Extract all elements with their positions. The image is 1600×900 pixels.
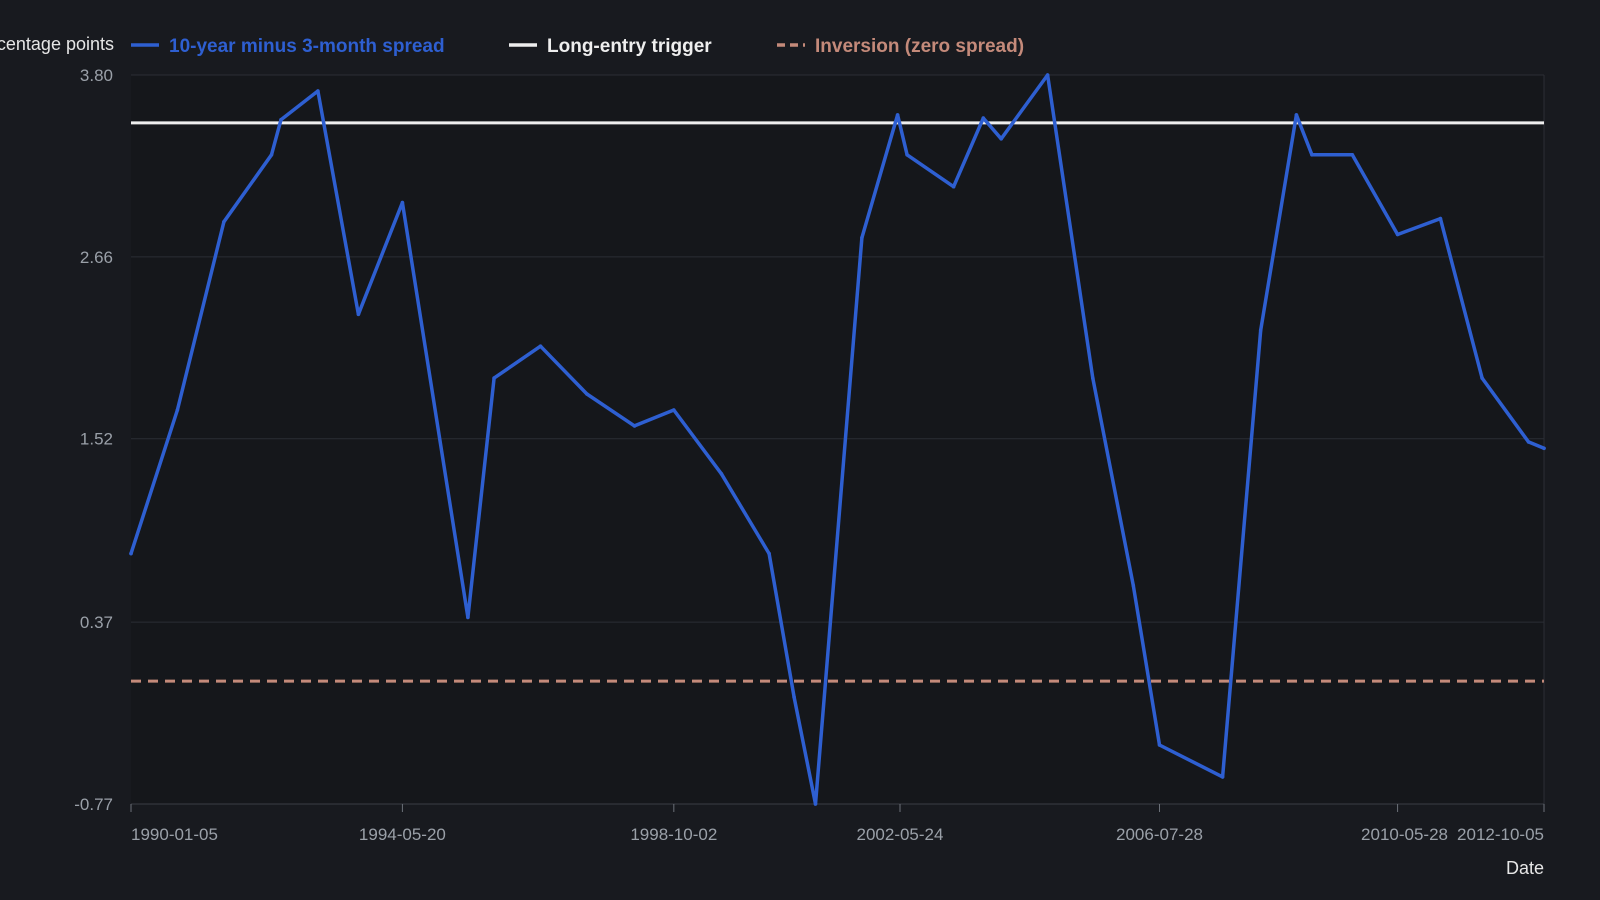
- legend-label: Inversion (zero spread): [815, 36, 1024, 57]
- x-tick-label: 2012-10-05: [1457, 825, 1544, 844]
- spread-data-point: [356, 312, 361, 317]
- spread-data-point: [400, 200, 405, 205]
- spread-data-point: [895, 113, 900, 117]
- spread-data-point: [1091, 376, 1095, 380]
- x-tick-label: 1998-10-02: [630, 825, 717, 844]
- spread-data-point: [951, 184, 956, 189]
- legend: 10-year minus 3-month spread Long-entry t…: [131, 36, 1024, 57]
- spread-series-line: [129, 73, 1546, 806]
- spread-data-point: [466, 615, 470, 620]
- x-tick-label: 1994-05-20: [359, 825, 446, 844]
- x-axis-title: Date: [1506, 858, 1544, 878]
- spread-data-point: [1438, 216, 1443, 221]
- y-tick-label: 3.80: [80, 66, 113, 85]
- spread-data-point: [269, 153, 274, 157]
- spread-data-point: [792, 695, 796, 699]
- spread-data-point: [719, 472, 724, 476]
- x-tick-label: 2002-05-24: [857, 825, 944, 844]
- spread-data-point: [1045, 73, 1050, 77]
- x-tick-label: 2010-05-28: [1361, 825, 1448, 844]
- spread-data-point: [1526, 440, 1531, 444]
- spread-data-point: [222, 220, 226, 224]
- spread-data-point: [1220, 775, 1225, 779]
- spread-data-point: [129, 551, 133, 556]
- spread-data-point: [538, 344, 543, 349]
- gridlines: [131, 74, 1545, 805]
- spread-data-point: [279, 117, 283, 122]
- spread-data-point: [767, 551, 771, 556]
- spread-data-point: [1294, 113, 1299, 117]
- y-tick-label: 0.37: [80, 613, 113, 632]
- spread-data-point: [860, 235, 864, 240]
- legend-label: 10-year minus 3-month spread: [169, 36, 445, 57]
- x-tick-label: 1990-01-05: [131, 825, 218, 844]
- legend-item: 10-year minus 3-month spread: [131, 36, 445, 57]
- axes: 3.80 2.66 1.52 0.37 -0.77 1990-01-05 1994-05-2…: [74, 66, 1545, 844]
- y-tick-label: -0.77: [74, 795, 113, 814]
- spread-data-point: [1157, 743, 1162, 747]
- spread-data-point: [175, 408, 180, 412]
- spread-data-point: [1258, 328, 1263, 333]
- x-tick-label: 2006-07-28: [1116, 825, 1203, 844]
- spread-data-point: [492, 376, 496, 380]
- spread-data-point: [981, 116, 986, 120]
- spread-data-point: [1480, 376, 1484, 380]
- spread-data-point: [813, 802, 818, 806]
- spread-data-point: [1310, 153, 1314, 157]
- series-layer: [129, 73, 1546, 806]
- spread-data-point: [999, 137, 1003, 141]
- spread-data-point: [905, 153, 909, 157]
- spread-data-point: [1542, 446, 1546, 451]
- spread-data-point: [672, 408, 676, 412]
- spread-data-point: [316, 89, 320, 93]
- y-axis-title: Percentage points: [0, 34, 114, 54]
- legend-item: Long-entry trigger: [509, 36, 712, 57]
- spread-data-point: [1395, 232, 1400, 237]
- legend-item: Inversion (zero spread): [777, 36, 1024, 57]
- y-tick-label: 2.66: [80, 248, 113, 267]
- spread-data-point: [585, 392, 589, 396]
- spread-data-point: [1350, 153, 1355, 157]
- y-tick-label: 1.52: [80, 430, 113, 449]
- spread-data-point: [1131, 583, 1136, 588]
- legend-label: Long-entry trigger: [547, 36, 712, 57]
- plot-area: [131, 75, 1544, 804]
- spread-data-point: [632, 424, 637, 428]
